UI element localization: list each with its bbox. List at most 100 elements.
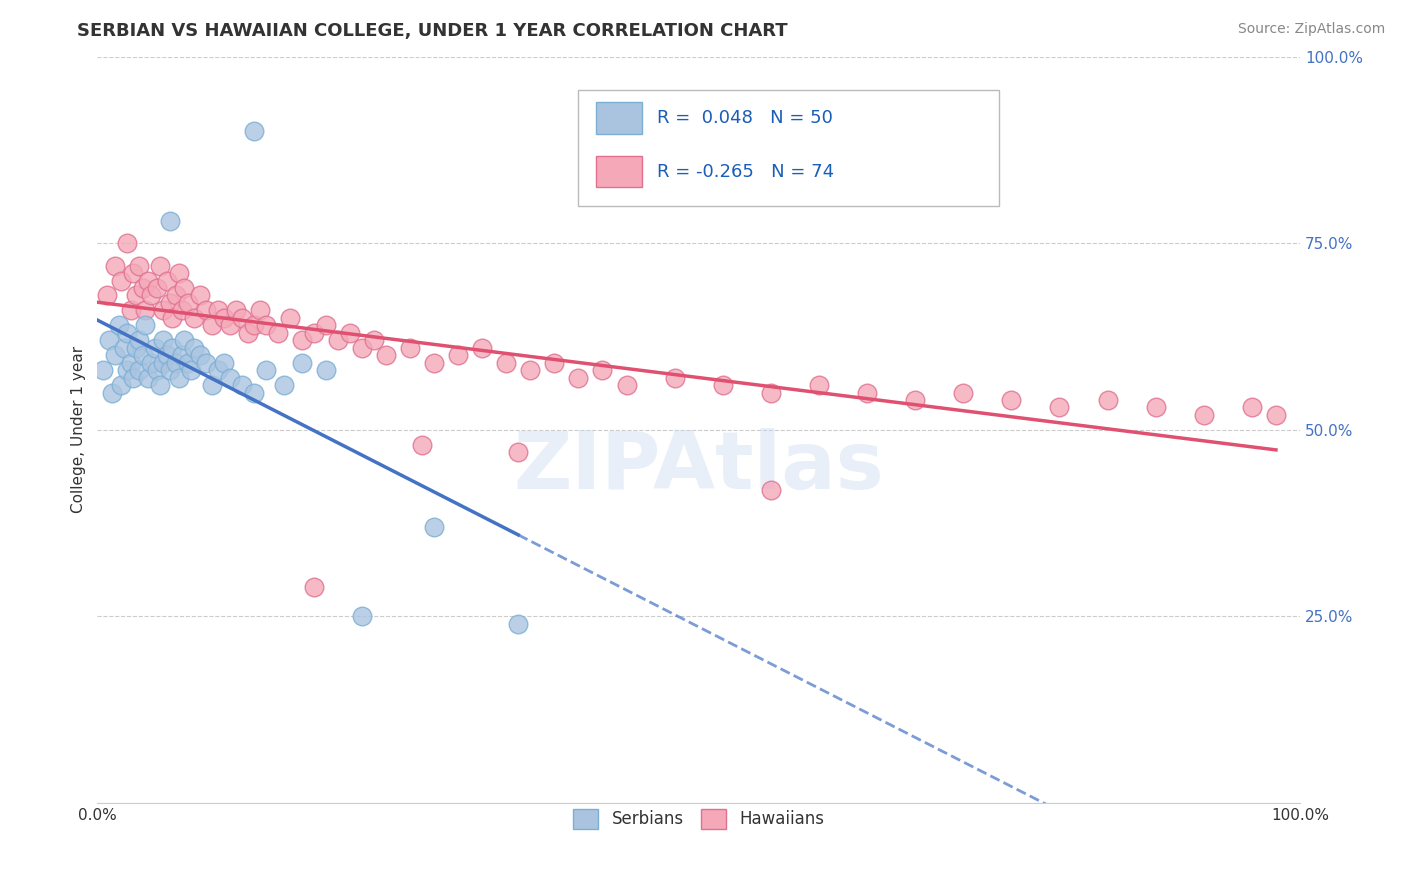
Point: [249, 303, 271, 318]
Point: [1049, 401, 1071, 415]
Point: [173, 333, 195, 347]
Point: [242, 385, 264, 400]
Point: [176, 296, 198, 310]
Point: [156, 348, 179, 362]
Point: [952, 385, 974, 400]
Legend: Serbians, Hawaiians: Serbians, Hawaiians: [567, 802, 831, 836]
Point: [399, 341, 422, 355]
Point: [339, 326, 361, 340]
Point: [160, 310, 183, 325]
Point: [201, 318, 224, 333]
Point: [711, 378, 734, 392]
Point: [807, 378, 830, 392]
Text: R = -0.265   N = 74: R = -0.265 N = 74: [657, 162, 834, 180]
Point: [242, 318, 264, 333]
Point: [350, 609, 373, 624]
Point: [495, 356, 517, 370]
Point: [302, 580, 325, 594]
Point: [291, 333, 314, 347]
Point: [159, 363, 181, 377]
Point: [122, 370, 145, 384]
Point: [134, 303, 156, 318]
Point: [167, 370, 190, 384]
Point: [664, 370, 686, 384]
Point: [134, 318, 156, 333]
Point: [759, 385, 782, 400]
Point: [592, 363, 614, 377]
Point: [242, 124, 264, 138]
Point: [141, 288, 163, 302]
Point: [122, 266, 145, 280]
Point: [132, 281, 155, 295]
Point: [110, 378, 132, 392]
Point: [231, 378, 253, 392]
Point: [98, 333, 121, 347]
Point: [1000, 392, 1022, 407]
Point: [128, 333, 150, 347]
Point: [108, 318, 131, 333]
Point: [165, 288, 187, 302]
Point: [160, 341, 183, 355]
Point: [143, 341, 166, 355]
Point: [1097, 392, 1119, 407]
Point: [423, 356, 446, 370]
Point: [180, 363, 202, 377]
Point: [152, 333, 174, 347]
Point: [183, 310, 205, 325]
Point: [125, 288, 148, 302]
Point: [315, 318, 337, 333]
Point: [183, 341, 205, 355]
Point: [207, 363, 229, 377]
Point: [152, 356, 174, 370]
Point: [136, 370, 159, 384]
Point: [471, 341, 494, 355]
Point: [447, 348, 470, 362]
Text: R =  0.048   N = 50: R = 0.048 N = 50: [657, 109, 832, 127]
Point: [1265, 408, 1288, 422]
Point: [96, 288, 118, 302]
Point: [176, 356, 198, 370]
Point: [201, 378, 224, 392]
Point: [146, 363, 169, 377]
Point: [207, 303, 229, 318]
Point: [165, 356, 187, 370]
Point: [543, 356, 565, 370]
Point: [231, 310, 253, 325]
Point: [326, 333, 349, 347]
Point: [273, 378, 295, 392]
Point: [508, 616, 530, 631]
Point: [110, 274, 132, 288]
Point: [363, 333, 385, 347]
Point: [508, 445, 530, 459]
Point: [188, 348, 211, 362]
Point: [218, 318, 240, 333]
Point: [104, 259, 127, 273]
Point: [225, 303, 247, 318]
Bar: [596, 156, 643, 187]
Point: [93, 363, 115, 377]
Point: [567, 370, 589, 384]
Point: [167, 266, 190, 280]
Point: [212, 356, 235, 370]
Point: [117, 236, 139, 251]
Point: [170, 348, 193, 362]
Bar: [596, 103, 643, 134]
Point: [212, 310, 235, 325]
Point: [291, 356, 314, 370]
Point: [101, 385, 124, 400]
Y-axis label: College, Under 1 year: College, Under 1 year: [72, 346, 86, 514]
Point: [218, 370, 240, 384]
Point: [146, 281, 169, 295]
Point: [315, 363, 337, 377]
Text: ZIPAtlas: ZIPAtlas: [513, 428, 884, 506]
Point: [159, 214, 181, 228]
Point: [120, 356, 142, 370]
Point: [128, 363, 150, 377]
Point: [188, 288, 211, 302]
Point: [1240, 401, 1263, 415]
Point: [1192, 408, 1215, 422]
Point: [128, 259, 150, 273]
Point: [302, 326, 325, 340]
Point: [411, 438, 433, 452]
Point: [904, 392, 927, 407]
